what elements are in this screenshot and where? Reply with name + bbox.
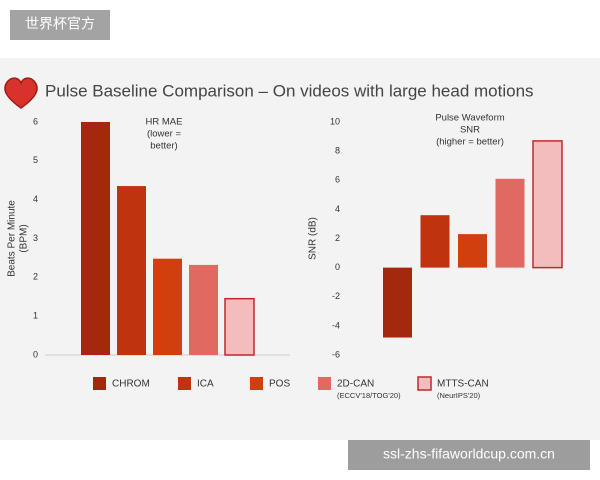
- y-tick-label: 6: [33, 116, 38, 126]
- legend-swatch: [318, 377, 331, 390]
- legend-swatch: [417, 376, 432, 391]
- bar: [383, 267, 412, 338]
- legend-swatch: [178, 377, 191, 390]
- subplot-title: HR MAE: [146, 117, 183, 128]
- y-tick-label: -6: [332, 349, 340, 359]
- y-tick-label: -2: [332, 291, 340, 301]
- y-tick-label: 10: [330, 116, 340, 126]
- legend-swatch: [250, 377, 263, 390]
- y-tick-label: 4: [33, 194, 38, 204]
- y-tick-label: 8: [335, 146, 340, 156]
- y-axis-label: Beats Per Minute: [7, 200, 18, 277]
- bar: [532, 140, 563, 269]
- bar: [420, 215, 450, 268]
- source: ssl-zhs-fifaworldcup.com.cn: [383, 446, 555, 462]
- y-tick-label: 3: [33, 233, 38, 243]
- bar: [458, 234, 487, 268]
- subplot-title: Pulse Waveform: [435, 113, 504, 124]
- watermark-box: [10, 10, 110, 40]
- page-title: Pulse Baseline Comparison – On videos wi…: [45, 81, 534, 100]
- y-tick-label: 5: [33, 155, 38, 165]
- legend-note: (ECCV'18/TOG'20): [337, 391, 401, 400]
- y-axis-label: (BPM): [19, 224, 30, 252]
- legend-label: CHROM: [112, 379, 150, 390]
- bar: [153, 258, 182, 355]
- legend-label: 2D-CAN: [337, 379, 374, 390]
- subplot-title: (higher = better): [436, 137, 504, 148]
- bar: [495, 178, 525, 268]
- bar: [117, 186, 146, 355]
- watermark: 世界杯官方: [25, 16, 95, 32]
- y-tick-label: -4: [332, 320, 340, 330]
- legend-label: MTTS-CAN: [437, 379, 489, 390]
- heart-icon: [4, 77, 38, 109]
- legend-label: ICA: [197, 379, 214, 390]
- y-tick-label: 4: [335, 204, 340, 214]
- y-tick-label: 0: [33, 349, 38, 359]
- bar: [189, 264, 218, 355]
- y-axis-label: SNR (dB): [308, 217, 319, 260]
- source-box: [348, 440, 590, 470]
- legend-note: (NeurIPS'20): [437, 391, 481, 400]
- legend-label: POS: [269, 379, 290, 390]
- legend-swatch: [93, 377, 106, 390]
- y-tick-label: 2: [33, 272, 38, 282]
- y-tick-label: 1: [33, 311, 38, 321]
- subplot-title: SNR: [460, 125, 480, 136]
- bar: [81, 122, 110, 355]
- y-tick-label: 6: [335, 175, 340, 185]
- subplot-title: (lower =: [147, 129, 182, 140]
- y-tick-label: 0: [335, 262, 340, 272]
- y-tick-label: 2: [335, 233, 340, 243]
- subplot-title: better): [150, 141, 177, 152]
- bar: [224, 297, 255, 356]
